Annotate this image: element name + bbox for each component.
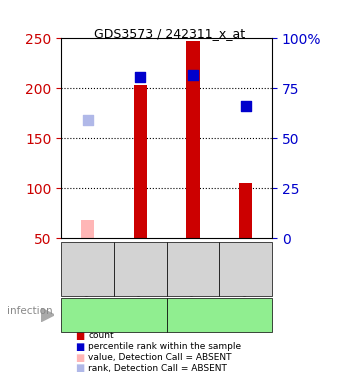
Text: ■: ■: [75, 363, 84, 373]
Point: [137, 74, 143, 80]
Polygon shape: [41, 308, 54, 322]
Text: value, Detection Call = ABSENT: value, Detection Call = ABSENT: [88, 353, 232, 362]
Bar: [81, 220, 94, 238]
Text: GSM321607: GSM321607: [83, 242, 92, 296]
Text: infection: infection: [7, 306, 52, 316]
Text: ■: ■: [75, 331, 84, 341]
Text: ■: ■: [75, 353, 84, 362]
Bar: [239, 183, 252, 238]
Point: [85, 117, 90, 123]
Text: percentile rank within the sample: percentile rank within the sample: [88, 342, 241, 351]
Text: GSM321608: GSM321608: [136, 242, 145, 296]
Text: control: control: [201, 310, 237, 320]
Bar: [186, 41, 200, 238]
Bar: [134, 85, 147, 238]
Text: GSM321606: GSM321606: [241, 242, 250, 296]
Text: ■: ■: [75, 342, 84, 352]
Point: [243, 103, 249, 109]
Text: GSM321605: GSM321605: [188, 242, 198, 296]
Text: rank, Detection Call = ABSENT: rank, Detection Call = ABSENT: [88, 364, 227, 373]
Text: GDS3573 / 242311_x_at: GDS3573 / 242311_x_at: [95, 27, 245, 40]
Text: C. pneumonia: C. pneumonia: [78, 310, 150, 320]
Text: count: count: [88, 331, 114, 341]
Point: [190, 72, 196, 78]
